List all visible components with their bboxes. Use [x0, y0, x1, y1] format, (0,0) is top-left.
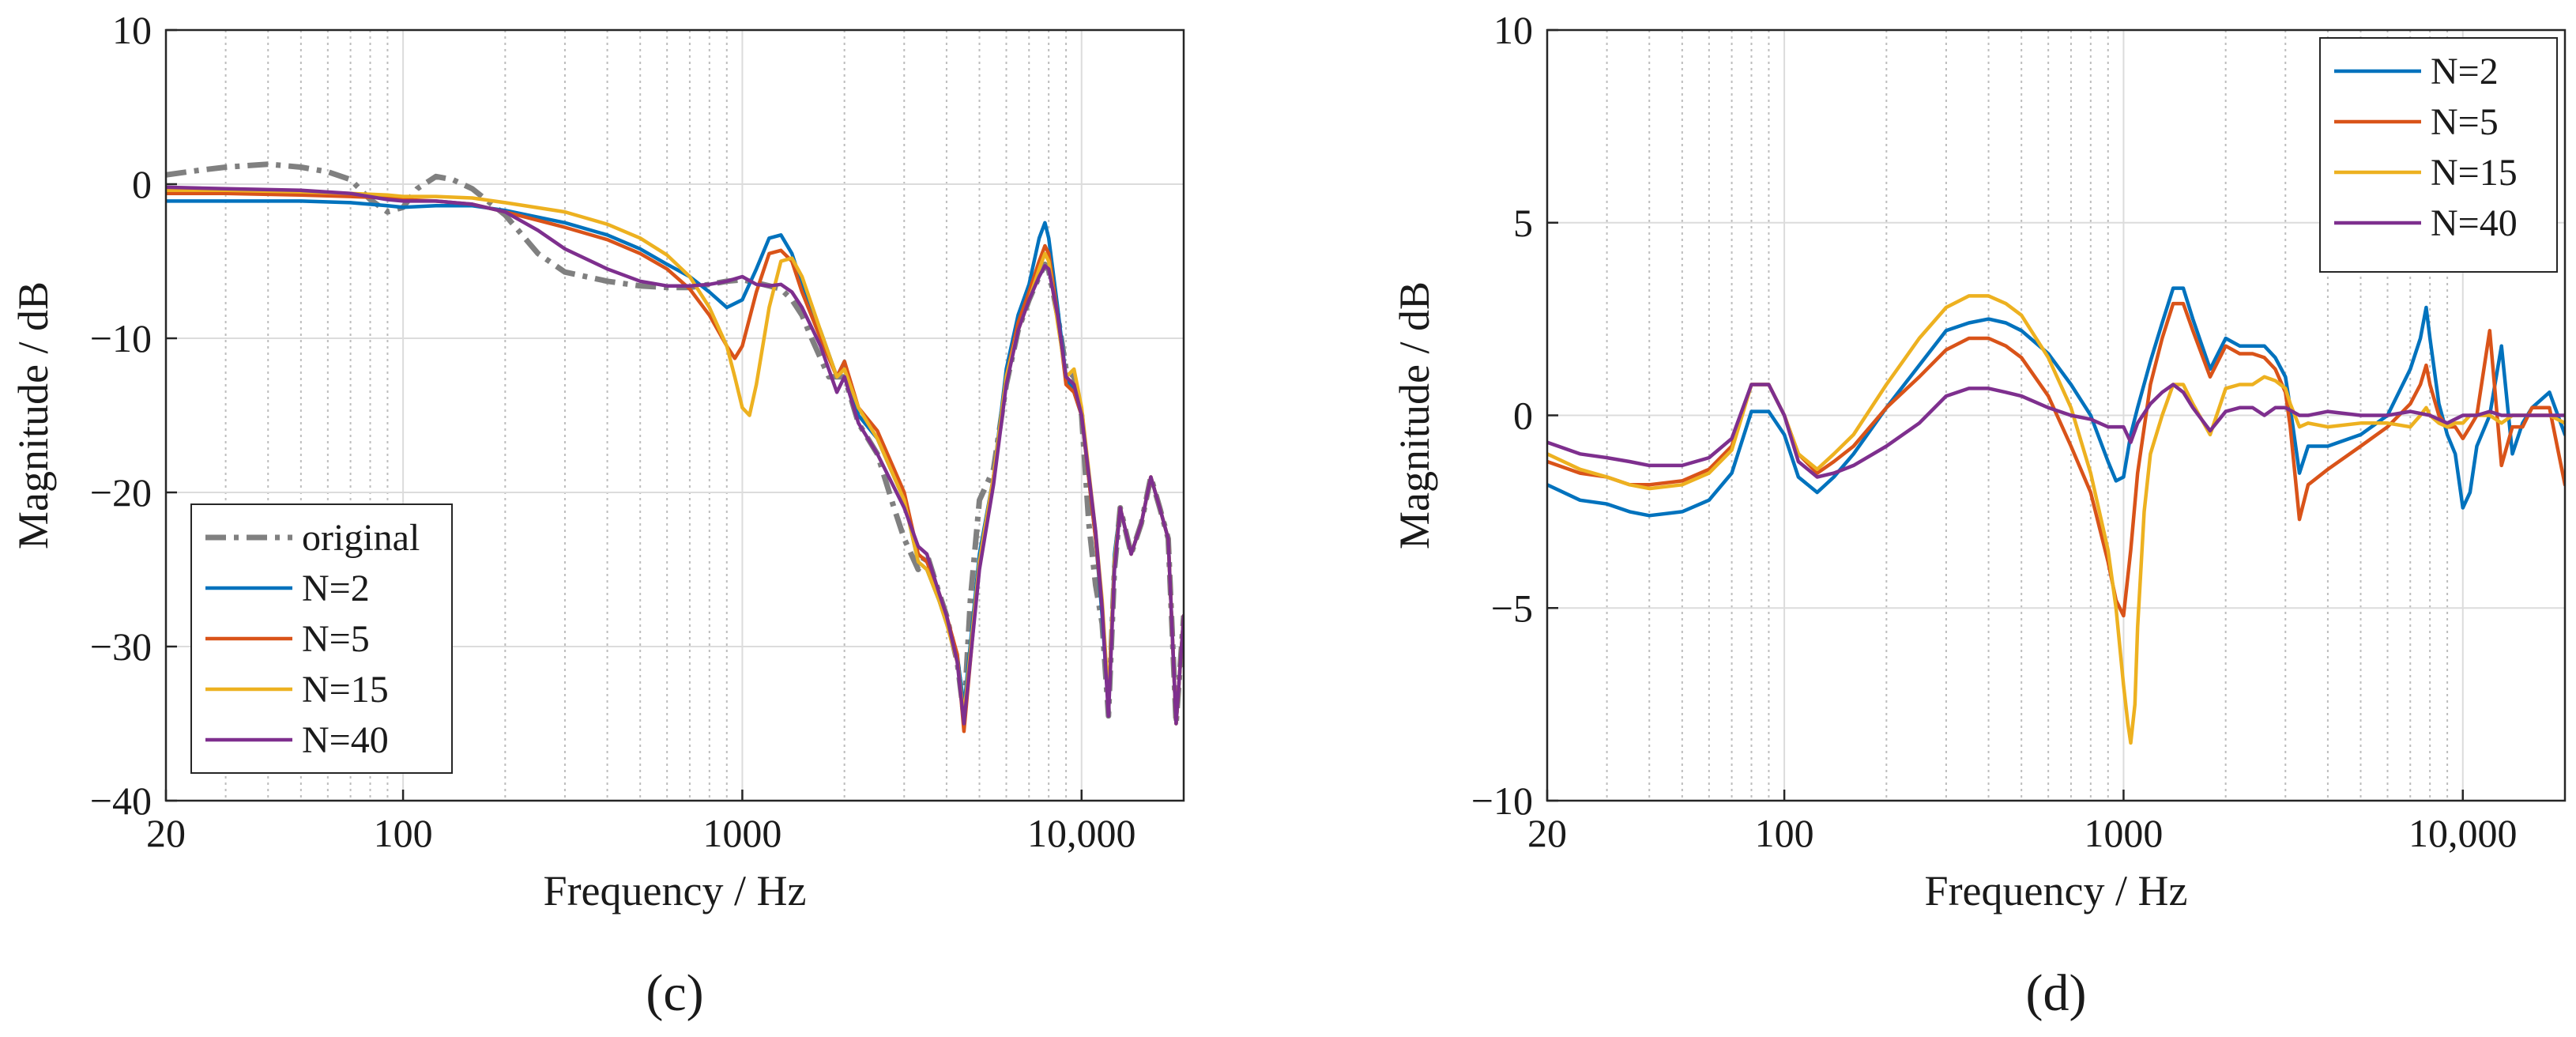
series-group: [166, 161, 1184, 733]
y-tick-label: 10: [112, 8, 152, 52]
y-tick-label: 0: [132, 162, 152, 206]
axes-box: [164, 28, 1185, 802]
panel-label: (d): [2026, 964, 2087, 1022]
x-axis-label: Frequency / Hz: [544, 867, 807, 914]
y-tick-label: 10: [1493, 8, 1533, 52]
legend: original N=2 N=5 N=15 N=40: [190, 503, 453, 774]
x-tick-label: 1000: [2084, 811, 2163, 855]
x-tick-label: 20: [1527, 811, 1567, 855]
legend-label: N=15: [2431, 152, 2518, 194]
series-line-n-40: [1547, 383, 2565, 479]
y-tick-label: −5: [1491, 586, 1533, 630]
y-tick-label: 0: [1513, 394, 1533, 438]
y-tick-label: −10: [90, 316, 152, 360]
y-tick-label: −30: [90, 624, 152, 669]
x-tick-label: 20: [146, 811, 186, 855]
legend-label: N=5: [2431, 101, 2499, 143]
legend-label: N=15: [302, 669, 389, 711]
series-line-original: [166, 161, 1184, 726]
x-tick-label: 100: [1755, 811, 1814, 855]
y-tick-label: −40: [90, 779, 152, 823]
series-line-n-2: [1547, 286, 2565, 518]
x-tick-label: 10,000: [2408, 811, 2518, 855]
chart-panel: 20 100 1000 10,000 −10 −5 0 5 10 Frequency / Hz Ma…: [1391, 8, 2567, 1022]
legend-label: N=40: [2431, 202, 2518, 244]
legend-box: [2319, 37, 2558, 273]
panel-label: (c): [646, 964, 703, 1022]
x-axis-label: Frequency / Hz: [1925, 867, 2188, 914]
legend: N=2 N=5 N=15 N=40: [2319, 37, 2558, 273]
legend-label: N=40: [302, 719, 389, 761]
legend-label: original: [302, 517, 420, 559]
series-line-n-15: [1547, 294, 2565, 745]
legend-label: N=2: [302, 568, 370, 609]
y-tick-label: 5: [1513, 201, 1533, 245]
chart-panel: 20 100 1000 10,000 −40 −30 −20 −10 0 10 Frequency …: [9, 8, 1185, 1022]
y-tick-label: −10: [1471, 779, 1533, 823]
y-tick-label: −20: [90, 470, 152, 515]
x-tick-label: 10,000: [1027, 811, 1136, 855]
legend-label: N=5: [302, 618, 370, 660]
y-axis-label: Magnitude / dB: [1391, 281, 1438, 549]
y-axis-label: Magnitude / dB: [9, 281, 57, 549]
series-line-n-40: [166, 185, 1184, 726]
x-tick-label: 100: [374, 811, 433, 855]
series-group: [1547, 286, 2565, 745]
x-tick-label: 1000: [702, 811, 781, 855]
legend-label: N=2: [2431, 51, 2499, 92]
